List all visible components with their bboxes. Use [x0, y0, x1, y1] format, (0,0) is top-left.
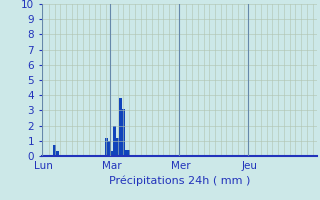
Bar — [110, 151, 113, 156]
Bar — [56, 151, 59, 156]
Bar — [122, 109, 125, 156]
X-axis label: Précipitations 24h ( mm ): Précipitations 24h ( mm ) — [108, 175, 250, 186]
Bar — [125, 150, 128, 156]
Bar — [128, 150, 131, 156]
Bar — [113, 126, 116, 156]
Bar — [105, 138, 108, 156]
Bar — [108, 141, 110, 156]
Bar — [53, 145, 56, 156]
Bar — [119, 98, 122, 156]
Bar — [116, 138, 119, 156]
